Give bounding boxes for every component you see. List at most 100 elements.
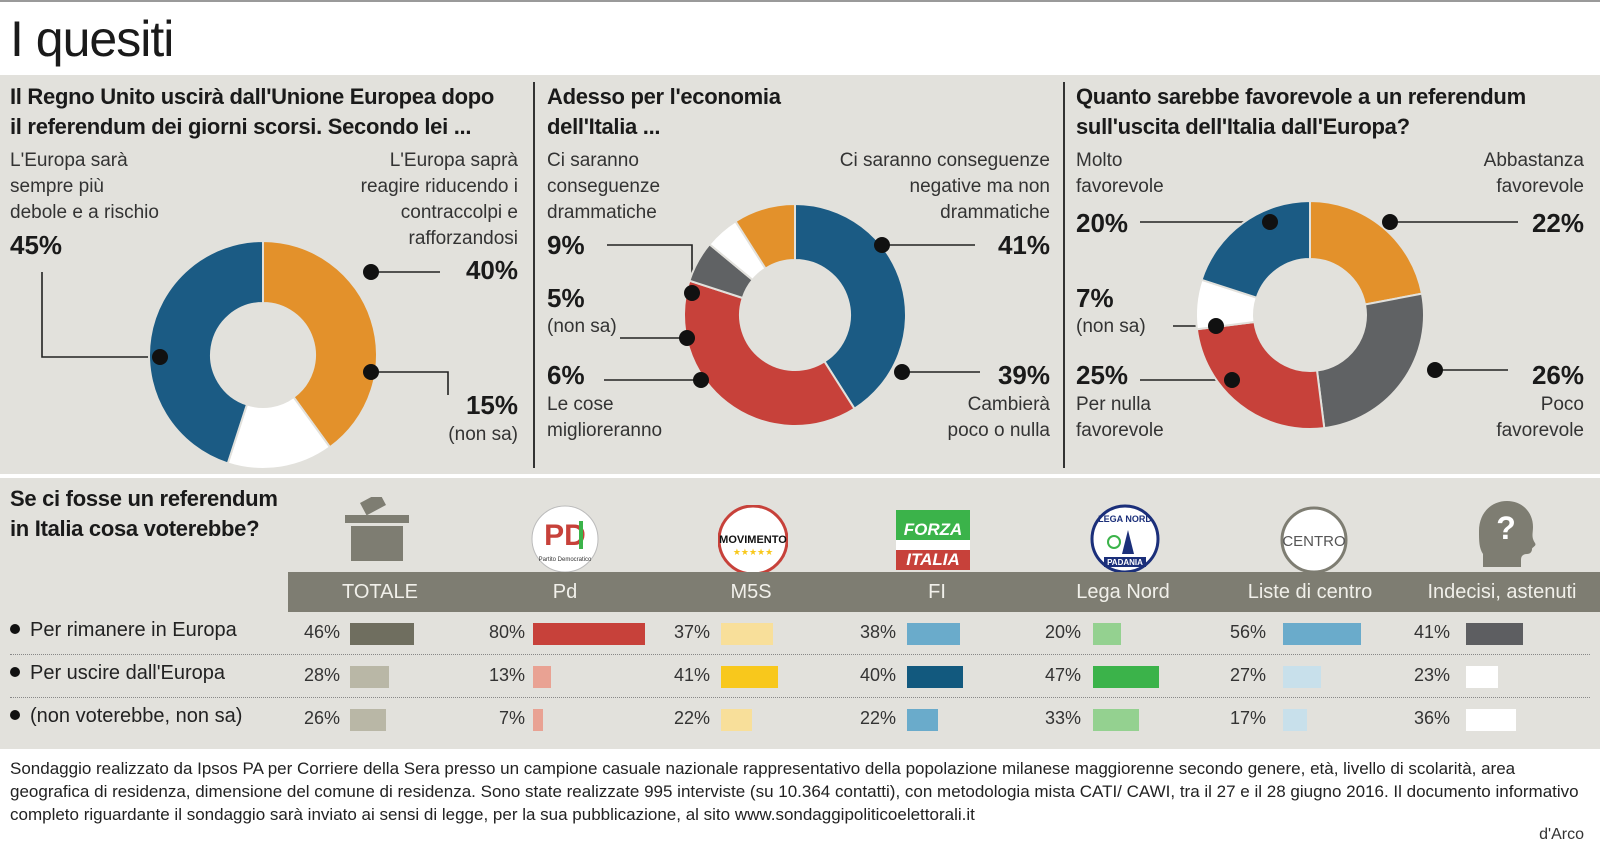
row-divider bbox=[10, 654, 1590, 655]
q3-title: Quanto sarebbe favorevole a un referendu… bbox=[1076, 82, 1526, 142]
value-label: 26% bbox=[303, 708, 340, 728]
bar bbox=[1466, 666, 1498, 688]
q3-label-molto-line: favorevole bbox=[1076, 176, 1164, 197]
leader-line bbox=[371, 371, 449, 395]
undecided-head-icon: ? bbox=[1479, 501, 1536, 567]
top-rule bbox=[0, 0, 1600, 2]
q3-label-abba-line: Abbastanza bbox=[1483, 150, 1584, 171]
row-label-text: (non voterebbe, non sa) bbox=[30, 705, 243, 727]
lega-nord-logo: LEGA NORD PADANIA bbox=[1090, 504, 1160, 574]
q3-title-line2: sull'uscita dell'Italia dall'Europa? bbox=[1076, 114, 1410, 139]
q2-label-neg-line: drammatiche bbox=[940, 202, 1050, 223]
pd-logo-text: PD bbox=[544, 519, 586, 552]
leader-dot bbox=[693, 372, 709, 388]
q3-label-nulla: Per nulla favorevole bbox=[1076, 392, 1164, 444]
question-mark: ? bbox=[1496, 510, 1516, 546]
pie-slice bbox=[1195, 320, 1326, 430]
column-header: FI bbox=[928, 581, 946, 603]
column-header-band bbox=[288, 572, 1600, 612]
leader-line bbox=[41, 272, 160, 358]
pie-slice bbox=[1315, 292, 1425, 430]
q2-title-line1: Adesso per l'economia bbox=[547, 84, 781, 109]
pie-slice bbox=[148, 239, 264, 465]
q2-label-better-line: Le cose bbox=[547, 394, 614, 415]
q3-label-ns: (non sa) bbox=[1076, 316, 1146, 337]
q1-label-weak-line: L'Europa sarà bbox=[10, 150, 128, 171]
value-label: 37% bbox=[673, 622, 710, 642]
q2-pct-neg: 41% bbox=[997, 230, 1050, 260]
q1-pct-ns: 15% bbox=[465, 390, 518, 420]
donut-charts bbox=[41, 199, 1518, 470]
value-label: 40% bbox=[859, 665, 896, 685]
pd-logo: PD Partito Democratico bbox=[531, 505, 599, 573]
ballot-box-icon bbox=[345, 497, 409, 561]
q2-pct-dram: 9% bbox=[547, 230, 585, 260]
bar bbox=[1466, 623, 1523, 645]
referendum-title: Se ci fosse un referendum in Italia cosa… bbox=[10, 484, 278, 544]
fi-logo-line1: FORZA bbox=[904, 520, 963, 539]
value-label: 38% bbox=[859, 622, 896, 642]
row-label: Per rimanere in Europa bbox=[10, 619, 237, 642]
q1-pct-react: 40% bbox=[465, 255, 518, 285]
value-label: 20% bbox=[1044, 622, 1081, 642]
q3-label-nulla-line: Per nulla bbox=[1076, 394, 1151, 415]
q3-title-line1: Quanto sarebbe favorevole a un referendu… bbox=[1076, 84, 1526, 109]
author-credit: d'Arco bbox=[1539, 826, 1584, 843]
q3-label-nulla-line: favorevole bbox=[1076, 420, 1164, 441]
q3-pct-poco: 26% bbox=[1531, 360, 1584, 390]
bar bbox=[1093, 709, 1139, 731]
bar bbox=[533, 623, 645, 645]
q2-pct-little: 39% bbox=[997, 360, 1050, 390]
q3-pct-molto: 20% bbox=[1076, 208, 1129, 238]
q2-label-little-line: Cambierà bbox=[967, 394, 1050, 415]
bar bbox=[533, 666, 551, 688]
pie-slice bbox=[734, 202, 796, 270]
q2-label-little-line: poco o nulla bbox=[947, 420, 1050, 441]
bullet-icon bbox=[10, 666, 20, 677]
q2-title-line2: dell'Italia ... bbox=[547, 114, 661, 139]
q1-label-weak-line: debole e a rischio bbox=[10, 202, 159, 223]
value-label: 17% bbox=[1229, 708, 1266, 728]
q3-pct-nulla: 25% bbox=[1076, 360, 1129, 390]
q3-pct-abba: 22% bbox=[1531, 208, 1584, 238]
fi-logo-line2: ITALIA bbox=[906, 550, 960, 569]
value-label: 7% bbox=[498, 708, 525, 728]
q3-label-molto: Molto favorevole bbox=[1076, 148, 1164, 200]
q3-label-poco-line: favorevole bbox=[1496, 420, 1584, 441]
bar bbox=[1283, 666, 1321, 688]
pie-slice bbox=[1309, 199, 1424, 306]
q2-title: Adesso per l'economia dell'Italia ... bbox=[547, 82, 781, 142]
bullet-icon bbox=[10, 623, 20, 634]
row-label-text: Per rimanere in Europa bbox=[30, 619, 237, 641]
row-label: Per uscire dall'Europa bbox=[10, 662, 225, 685]
value-label: 22% bbox=[859, 708, 896, 728]
leader-dot bbox=[1427, 362, 1443, 378]
q3-label-poco: Poco favorevole bbox=[1434, 392, 1584, 444]
pie-slice bbox=[1200, 199, 1311, 299]
lega-logo-bottom: PADANIA bbox=[1107, 558, 1143, 567]
leader-dot bbox=[1382, 214, 1398, 230]
leader-dot bbox=[363, 264, 379, 280]
q2-label-neg: Ci saranno conseguenze negative ma non d… bbox=[800, 148, 1050, 226]
q2-label-ns: (non sa) bbox=[547, 316, 617, 337]
panel-divider-2 bbox=[1063, 82, 1065, 468]
pie-slice bbox=[683, 279, 856, 427]
q2-label-dram-line: conseguenze bbox=[547, 176, 661, 197]
column-header: Pd bbox=[552, 581, 578, 603]
q1-label-react-line: rafforzandosi bbox=[408, 228, 519, 249]
panel-divider-1 bbox=[533, 82, 535, 468]
pie-slice bbox=[794, 202, 907, 411]
q2-pct-better: 6% bbox=[547, 360, 585, 390]
q1-label-ns: (non sa) bbox=[448, 424, 518, 445]
value-label: 80% bbox=[488, 622, 525, 642]
leader-dot bbox=[1262, 214, 1278, 230]
q1-label-react-line: reagire riducendo i bbox=[360, 176, 518, 197]
q1-title-line2: il referendum dei giorni scorsi. Secondo… bbox=[10, 114, 472, 139]
centro-logo: CENTRO bbox=[1280, 506, 1348, 574]
column-header: TOTALE bbox=[342, 581, 418, 603]
bar bbox=[721, 709, 752, 731]
column-header: Lega Nord bbox=[1076, 581, 1170, 603]
value-label: 27% bbox=[1229, 665, 1266, 685]
q2-label-dram-line: Ci saranno bbox=[547, 150, 639, 171]
q2-label-dram-line: drammatiche bbox=[547, 202, 657, 223]
